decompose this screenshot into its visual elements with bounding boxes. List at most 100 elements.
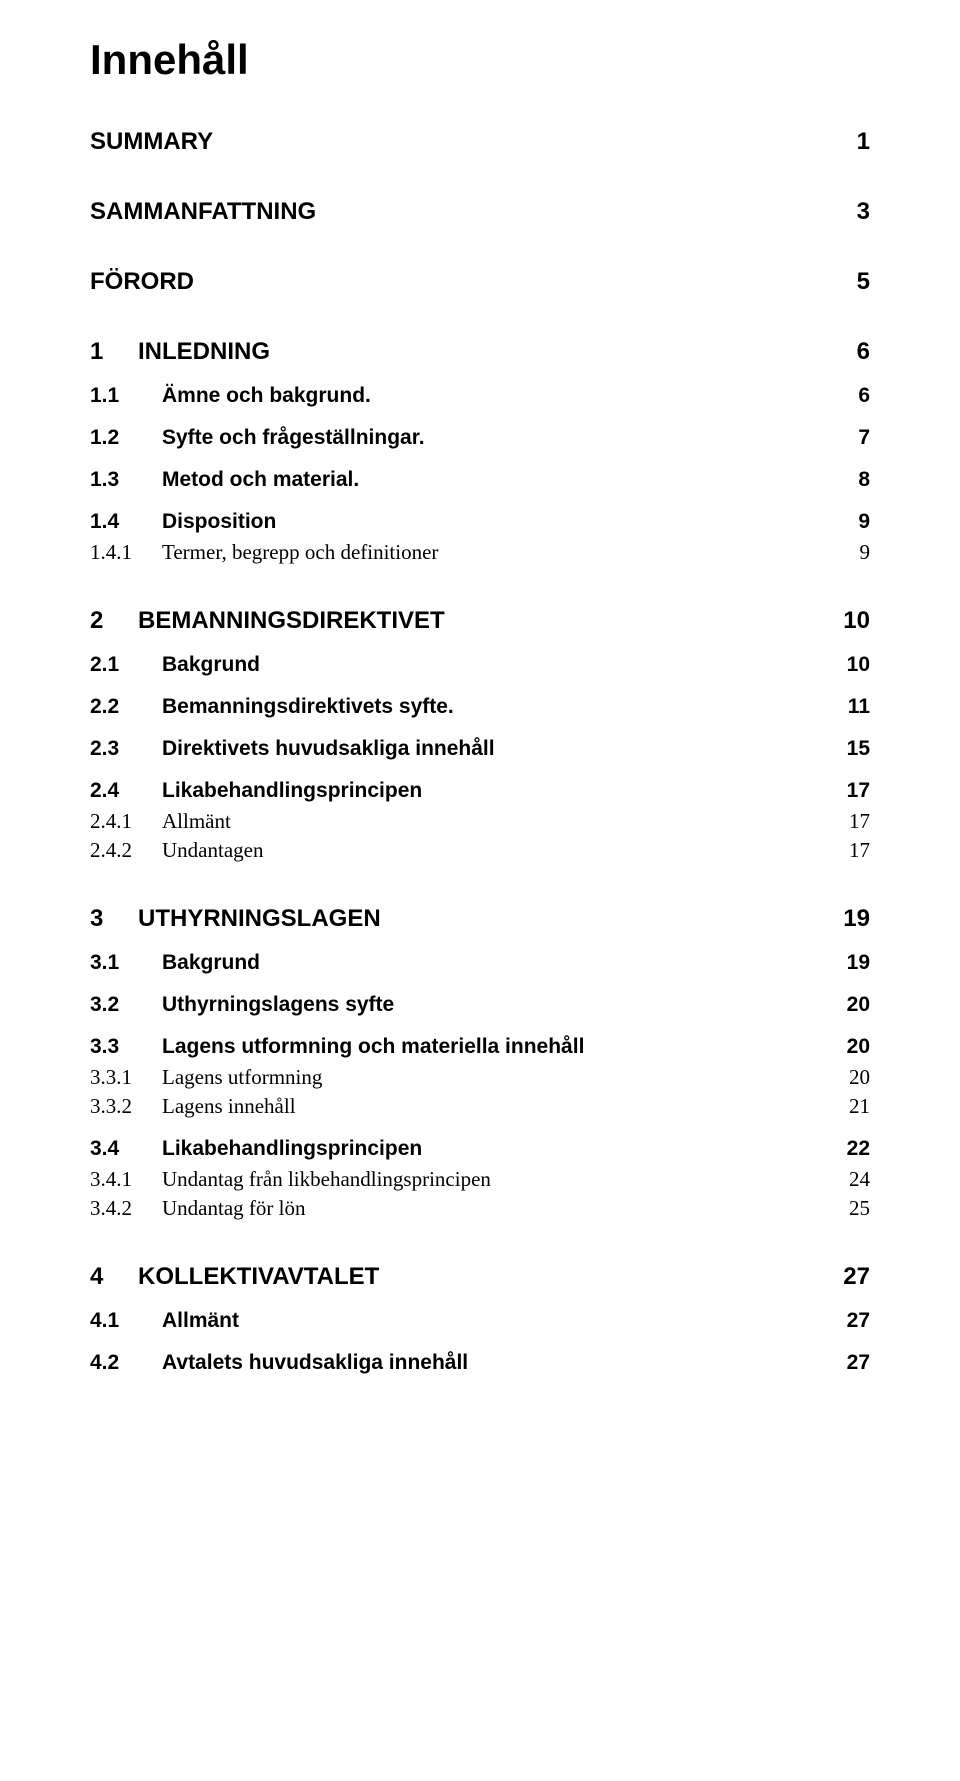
- toc-entry-number: 3.1: [90, 951, 162, 975]
- toc-entry-title: 4.2Avtalets huvudsakliga innehåll: [90, 1351, 831, 1375]
- toc-entry-page: 1: [857, 128, 870, 156]
- toc-entry-page: 21: [849, 1094, 870, 1119]
- toc-entry-number: 1.3: [90, 468, 162, 492]
- toc-entry-text: Allmänt: [162, 809, 231, 833]
- toc-entry-page: 27: [847, 1351, 870, 1375]
- toc-entry-page: 5: [857, 268, 870, 296]
- toc-entry-page: 24: [849, 1167, 870, 1192]
- toc-entry-text: SAMMANFATTNING: [90, 198, 316, 225]
- toc-entry-text: Syfte och frågeställningar.: [162, 426, 425, 449]
- toc-entry: 3.2Uthyrningslagens syfte20: [90, 993, 870, 1017]
- toc-entry: 3.1Bakgrund 19: [90, 951, 870, 975]
- toc-entry-title: 2.1Bakgrund: [90, 653, 831, 677]
- toc-entry-number: 2: [90, 607, 138, 635]
- toc-entry-page: 17: [849, 838, 870, 863]
- toc-entry-text: Metod och material.: [162, 468, 359, 491]
- toc-entry-page: 10: [847, 653, 870, 677]
- toc-entry-text: INLEDNING: [138, 338, 270, 365]
- toc-entry-number: 2.4.2: [90, 838, 162, 863]
- toc-entry-title: 3.3.2Lagens innehåll: [90, 1094, 833, 1119]
- toc-entry-title: 3.3.1Lagens utformning: [90, 1065, 833, 1090]
- toc-entry: 2.4.2Undantagen 17: [90, 838, 870, 863]
- toc-entry: 2.1Bakgrund 10: [90, 653, 870, 677]
- toc-entry: 3.4Likabehandlingsprincipen 22: [90, 1137, 870, 1161]
- toc-entry-title: 3.4Likabehandlingsprincipen: [90, 1137, 831, 1161]
- toc-entry-text: Undantag för lön: [162, 1196, 305, 1220]
- toc-entry: 2.2Bemanningsdirektivets syfte.11: [90, 695, 870, 719]
- toc-entry-number: 2.1: [90, 653, 162, 677]
- toc-entry-text: Likabehandlingsprincipen: [162, 1137, 422, 1160]
- toc-entry: 1.2Syfte och frågeställningar. 7: [90, 426, 870, 450]
- toc-entry-text: KOLLEKTIVAVTALET: [138, 1263, 379, 1290]
- toc-entry-number: 3.3: [90, 1035, 162, 1059]
- toc-entry-title: 3UTHYRNINGSLAGEN: [90, 905, 827, 933]
- toc-entry-text: Undantagen: [162, 838, 263, 862]
- page-title: Innehåll: [90, 36, 870, 84]
- toc-entry-page: 17: [847, 779, 870, 803]
- toc-entry-page: 20: [849, 1065, 870, 1090]
- toc-entry-number: 3: [90, 905, 138, 933]
- toc-entry-page: 25: [849, 1196, 870, 1221]
- toc-entry: SAMMANFATTNING3: [90, 198, 870, 226]
- toc-entry-title: 4KOLLEKTIVAVTALET: [90, 1263, 827, 1291]
- toc-entry-title: 1.1Ämne och bakgrund.: [90, 384, 842, 408]
- toc-entry: 1.1Ämne och bakgrund.6: [90, 384, 870, 408]
- toc-entry: 2.4.1Allmänt 17: [90, 809, 870, 834]
- toc-entry-page: 9: [860, 540, 871, 565]
- toc-entry: 2.3Direktivets huvudsakliga innehåll15: [90, 737, 870, 761]
- toc-entry: 3.3.1Lagens utformning 20: [90, 1065, 870, 1090]
- toc-entry: 3UTHYRNINGSLAGEN 19: [90, 905, 870, 933]
- toc-entry: 4KOLLEKTIVAVTALET 27: [90, 1263, 870, 1291]
- toc-entry-title: 2.3Direktivets huvudsakliga innehåll: [90, 737, 831, 761]
- toc-entry-number: 1.4: [90, 510, 162, 534]
- toc-entry-number: 2.4.1: [90, 809, 162, 834]
- toc-entry-text: Uthyrningslagens syfte: [162, 993, 394, 1016]
- toc-entry-title: 3.4.2Undantag för lön: [90, 1196, 833, 1221]
- toc-entry-number: 4.2: [90, 1351, 162, 1375]
- toc-entry: 1INLEDNING 6: [90, 338, 870, 366]
- toc-entry-text: Undantag från likbehandlingsprincipen: [162, 1167, 491, 1191]
- toc-entry-title: 2BEMANNINGSDIREKTIVET: [90, 607, 827, 635]
- toc-entry: 4.2Avtalets huvudsakliga innehåll 27: [90, 1351, 870, 1375]
- toc-entry-title: 2.4.1Allmänt: [90, 809, 833, 834]
- toc-entry-text: Bemanningsdirektivets syfte.: [162, 695, 454, 718]
- toc-entry-text: Avtalets huvudsakliga innehåll: [162, 1351, 468, 1374]
- toc-entry: 2BEMANNINGSDIREKTIVET 10: [90, 607, 870, 635]
- toc-entry-page: 19: [847, 951, 870, 975]
- toc-entry-text: Bakgrund: [162, 653, 260, 676]
- toc-entry-title: 3.2Uthyrningslagens syfte: [90, 993, 831, 1017]
- toc-entry: 3.4.2Undantag för lön 25: [90, 1196, 870, 1221]
- toc-entry-title: SUMMARY: [90, 128, 841, 156]
- toc-entry-title: 2.4Likabehandlingsprincipen: [90, 779, 831, 803]
- toc-entry: 3.4.1Undantag från likbehandlingsprincip…: [90, 1167, 870, 1192]
- toc-entry: 3.3Lagens utformning och materiella inne…: [90, 1035, 870, 1059]
- toc-entry-title: 2.2Bemanningsdirektivets syfte.: [90, 695, 832, 719]
- toc-entry-title: 1INLEDNING: [90, 338, 841, 366]
- toc-entry-text: Lagens utformning och materiella innehål…: [162, 1035, 584, 1058]
- toc-entry-page: 19: [843, 905, 870, 933]
- toc-entry-text: Bakgrund: [162, 951, 260, 974]
- toc-entry-number: 3.4.1: [90, 1167, 162, 1192]
- toc-entry-title: 1.2Syfte och frågeställningar.: [90, 426, 842, 450]
- toc-entry-page: 27: [843, 1263, 870, 1291]
- toc-entry: FÖRORD5: [90, 268, 870, 296]
- toc-entry-page: 9: [858, 510, 870, 534]
- toc-entry-number: 3.4.2: [90, 1196, 162, 1221]
- toc-entry-number: 2.3: [90, 737, 162, 761]
- toc-entry-page: 7: [858, 426, 870, 450]
- toc-entry-number: 4.1: [90, 1309, 162, 1333]
- toc-entry-page: 6: [857, 338, 870, 366]
- toc-entry-text: BEMANNINGSDIREKTIVET: [138, 607, 445, 634]
- toc-entry-number: 1: [90, 338, 138, 366]
- toc-entry-page: 10: [843, 607, 870, 635]
- toc-entry-text: Disposition: [162, 510, 276, 533]
- toc-entry-page: 17: [849, 809, 870, 834]
- toc-entry-title: 3.1Bakgrund: [90, 951, 831, 975]
- toc-entry-title: 4.1Allmänt: [90, 1309, 831, 1333]
- toc-entry-text: Allmänt: [162, 1309, 239, 1332]
- toc-entry: 1.4Disposition 9: [90, 510, 870, 534]
- toc-entry-number: 3.4: [90, 1137, 162, 1161]
- toc-entry-number: 4: [90, 1263, 138, 1291]
- toc-entry-number: 3.3.2: [90, 1094, 162, 1119]
- toc-entry-page: 22: [847, 1137, 870, 1161]
